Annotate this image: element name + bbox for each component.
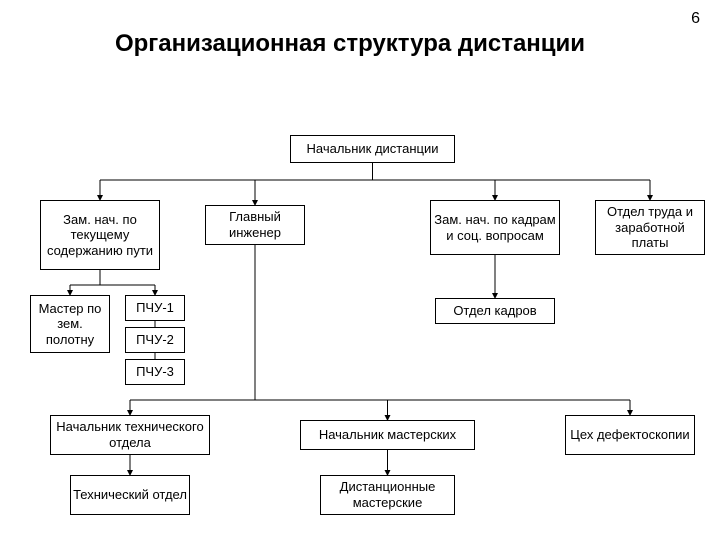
diagram-title: Организационная структура дистанции — [60, 30, 640, 58]
node-okadr: Отдел кадров — [435, 298, 555, 324]
node-pchu2: ПЧУ-2 — [125, 327, 185, 353]
node-totdel: Технический отдел — [70, 475, 190, 515]
node-pchu1: ПЧУ-1 — [125, 295, 185, 321]
node-ginzh: Главный инженер — [205, 205, 305, 245]
node-zam1: Зам. нач. по текущему содержанию пути — [40, 200, 160, 270]
node-root: Начальник дистанции — [290, 135, 455, 163]
org-chart-canvas: 6 Организационная структура дистанции На… — [0, 0, 720, 540]
node-ntech: Начальник технического отдела — [50, 415, 210, 455]
node-dmast: Дистанционные мастерские — [320, 475, 455, 515]
node-master: Мастер по зем. полотну — [30, 295, 110, 353]
node-zam2: Зам. нач. по кадрам и соц. вопросам — [430, 200, 560, 255]
node-cehdef: Цех дефектоскопии — [565, 415, 695, 455]
node-nmast: Начальник мастерских — [300, 420, 475, 450]
edges-layer — [0, 0, 720, 540]
node-pchu3: ПЧУ-3 — [125, 359, 185, 385]
page-number: 6 — [691, 10, 700, 28]
node-otrud: Отдел труда и заработной платы — [595, 200, 705, 255]
